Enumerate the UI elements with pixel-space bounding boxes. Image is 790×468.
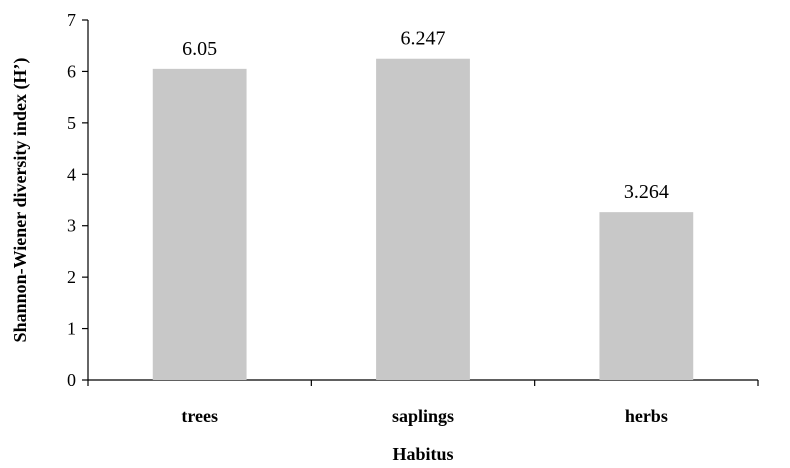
y-tick-label: 1 [67,319,76,339]
y-axis: 0 1 2 3 4 5 6 7 [67,10,89,390]
y-tick-label: 3 [67,216,76,236]
category-label-saplings: saplings [392,406,454,426]
value-label-herbs: 3.264 [624,181,669,203]
y-tick-label: 4 [67,164,76,184]
bar-trees [152,68,247,380]
bars [152,58,694,381]
x-axis-title: Habitus [392,444,453,464]
x-axis [87,379,759,386]
value-label-saplings: 6.247 [401,28,446,50]
category-labels: trees saplings herbs [181,406,668,426]
bar-herbs [599,212,694,380]
y-axis-title: Shannon-Wiener diversity index (H’) [10,58,31,343]
y-tick-label: 0 [67,370,76,390]
category-label-trees: trees [181,406,218,426]
category-label-herbs: herbs [625,406,668,426]
y-tick-label: 7 [67,10,76,30]
y-tick-label: 2 [67,267,76,287]
bar-saplings [376,58,470,381]
value-label-trees: 6.05 [182,38,217,60]
y-tick-label: 5 [67,113,76,133]
value-labels: 6.05 6.247 3.264 [182,28,669,203]
y-tick-label: 6 [67,61,76,81]
